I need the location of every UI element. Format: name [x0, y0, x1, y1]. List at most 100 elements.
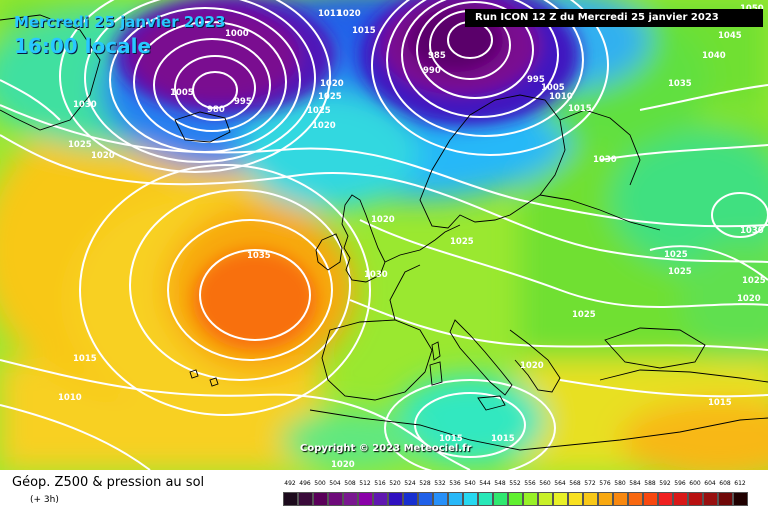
pressure-label: 1020	[371, 215, 395, 225]
legend-tick-label: 608	[719, 480, 731, 487]
legend-tick-label: 548	[494, 480, 506, 487]
pressure-label: 1015	[568, 104, 592, 114]
legend-tick-label: 564	[554, 480, 566, 487]
legend-swatch	[358, 492, 373, 506]
legend-tick-label: 572	[584, 480, 596, 487]
pressure-label: 1030	[73, 100, 97, 110]
legend-swatch	[718, 492, 733, 506]
legend-tick-label: 492	[284, 480, 296, 487]
pressure-label: 1025	[307, 106, 331, 116]
forecast-date: Mercredi 25 janvier 2023	[14, 13, 226, 31]
forecast-step: (+ 3h)	[30, 495, 59, 505]
pressure-label: 1025	[664, 250, 688, 260]
legend-swatch	[568, 492, 583, 506]
pressure-label: 1015	[491, 434, 515, 444]
legend-swatch	[328, 492, 343, 506]
pressure-label: 1015	[73, 354, 97, 364]
legend-swatch	[373, 492, 388, 506]
legend-tick-label: 496	[299, 480, 311, 487]
legend-tick-label: 612	[734, 480, 746, 487]
legend-swatch	[403, 492, 418, 506]
legend-swatch	[388, 492, 403, 506]
run-info-banner: Run ICON 12 Z du Mercredi 25 janvier 202…	[465, 9, 763, 27]
pressure-label: 1015	[708, 398, 732, 408]
pressure-label: 1030	[364, 270, 388, 280]
legend-swatch	[598, 492, 613, 506]
legend-tick-label: 556	[524, 480, 536, 487]
legend-tick-label: 604	[704, 480, 716, 487]
pressure-label: 1020	[331, 460, 355, 470]
pressure-label: 990	[423, 66, 441, 76]
pressure-label: 1025	[668, 267, 692, 277]
legend-swatch	[628, 492, 643, 506]
legend-tick-label: 520	[389, 480, 401, 487]
pressure-label: 1025	[68, 140, 92, 150]
legend-tick-label: 596	[674, 480, 686, 487]
legend-swatch	[493, 492, 508, 506]
pressure-label: 1045	[718, 31, 742, 41]
map-canvas: 1000 1011 1020 1015 1005 980 995 1030 10…	[0, 0, 768, 470]
pressure-label: 1011	[318, 9, 342, 19]
pressure-label: 1000	[225, 29, 249, 39]
geopotential-field	[0, 0, 768, 470]
pressure-label: 995	[234, 97, 252, 107]
legend-tick-label: 544	[479, 480, 491, 487]
legend-tick-label: 592	[659, 480, 671, 487]
legend-tick-label: 532	[434, 480, 446, 487]
legend-tick-label: 552	[509, 480, 521, 487]
pressure-label: 995	[527, 75, 545, 85]
pressure-label: 1020	[520, 361, 544, 371]
pressure-label: 1025	[318, 92, 342, 102]
pressure-label: 1030	[740, 226, 764, 236]
isobars	[0, 0, 768, 470]
color-scale-legend	[283, 492, 748, 506]
legend-tick-label: 504	[329, 480, 341, 487]
legend-swatch	[298, 492, 313, 506]
legend-tick-label: 516	[374, 480, 386, 487]
pressure-label: 1020	[91, 151, 115, 161]
pressure-label: 1020	[737, 294, 761, 304]
legend-swatch	[733, 492, 748, 506]
legend-tick-label: 588	[644, 480, 656, 487]
legend-swatch	[283, 492, 298, 506]
pressure-label: 1040	[702, 51, 726, 61]
legend-tick-label: 500	[314, 480, 326, 487]
legend-swatch	[613, 492, 628, 506]
legend-tick-label: 540	[464, 480, 476, 487]
legend-swatch	[658, 492, 673, 506]
pressure-label: 1035	[668, 79, 692, 89]
legend-tick-label: 536	[449, 480, 461, 487]
pressure-labels: 1000 1011 1020 1015 1005 980 995 1030 10…	[58, 4, 766, 470]
pressure-label: 1010	[58, 393, 82, 403]
pressure-label: 980	[207, 105, 225, 115]
legend-swatch	[523, 492, 538, 506]
legend-swatch	[673, 492, 688, 506]
legend-tick-label: 568	[569, 480, 581, 487]
legend-swatch	[433, 492, 448, 506]
legend-swatch	[343, 492, 358, 506]
legend-swatch	[643, 492, 658, 506]
legend-tick-label: 512	[359, 480, 371, 487]
legend-swatch	[418, 492, 433, 506]
map-title: Géop. Z500 & pression au sol	[12, 475, 205, 490]
legend-swatch	[463, 492, 478, 506]
legend-swatch	[508, 492, 523, 506]
legend-tick-label: 508	[344, 480, 356, 487]
legend-tick-label: 576	[599, 480, 611, 487]
pressure-label: 985	[428, 51, 446, 61]
legend-swatch	[538, 492, 553, 506]
map-footer: Géop. Z500 & pression au sol (+ 3h) 492 4…	[0, 470, 768, 512]
legend-swatch	[688, 492, 703, 506]
pressure-label: 1035	[247, 251, 271, 261]
forecast-time: 16:00 locale	[14, 34, 151, 58]
legend-tick-label: 560	[539, 480, 551, 487]
pressure-label: 1025	[450, 237, 474, 247]
pressure-label: 1020	[320, 79, 344, 89]
legend-tick-label: 580	[614, 480, 626, 487]
pressure-label: 1020	[312, 121, 336, 131]
legend-swatch	[703, 492, 718, 506]
pressure-label: 1010	[549, 92, 573, 102]
pressure-label: 1015	[439, 434, 463, 444]
legend-tick-label: 600	[689, 480, 701, 487]
